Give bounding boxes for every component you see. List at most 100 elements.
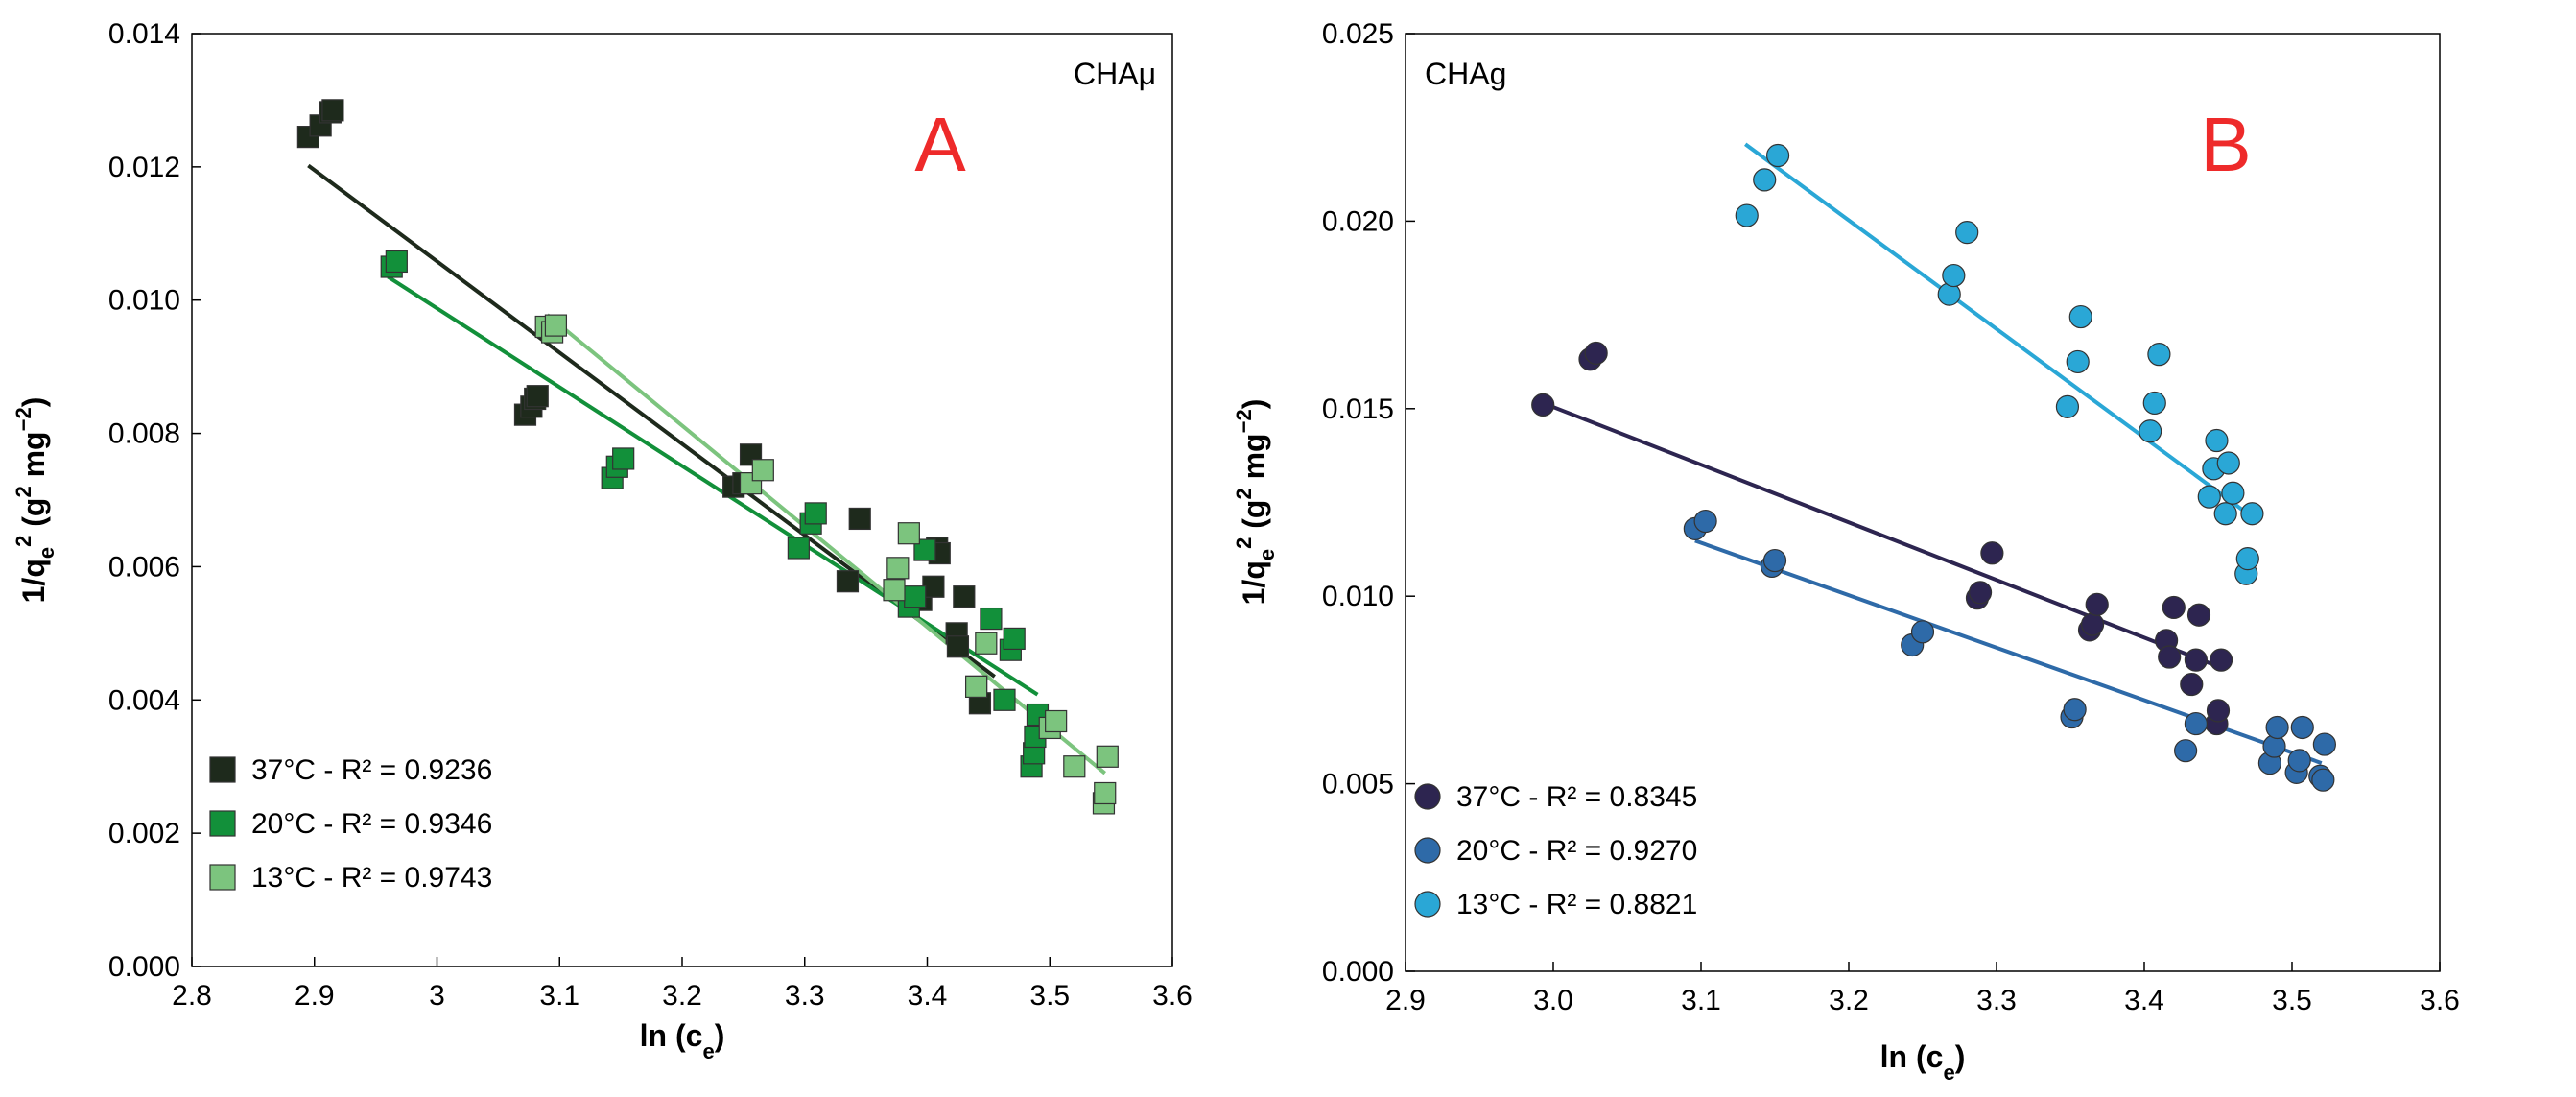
panel-name-b: CHAg	[1425, 57, 1506, 91]
data-point	[2197, 485, 2221, 509]
data-point	[526, 385, 549, 408]
data-point	[2063, 698, 2087, 722]
data-point	[2235, 547, 2259, 571]
legend-label: 20°C - R² = 0.9346	[251, 808, 492, 840]
legend-label: 13°C - R² = 0.9743	[251, 862, 492, 894]
fit-lines-b	[1542, 142, 2323, 765]
data-point	[2142, 391, 2166, 416]
x-tick-label: 3.6	[2420, 985, 2460, 1016]
y-tick-label: 0.020	[1322, 205, 1394, 237]
data-point	[2290, 715, 2314, 740]
data-point	[836, 570, 860, 593]
data-point	[904, 585, 927, 608]
data-point	[2184, 711, 2208, 736]
data-point	[980, 607, 1003, 631]
legend-label: 20°C - R² = 0.9270	[1456, 835, 1697, 867]
data-point	[2287, 749, 2311, 773]
data-points-a	[296, 99, 1119, 815]
x-tick-label: 3.2	[1829, 985, 1869, 1016]
data-point	[2213, 502, 2237, 526]
x-tick-label: 3.4	[908, 980, 948, 1012]
x-tick-labels-b: 2.9 3.0 3.1 3.2 3.3 3.4 3.5 3.6	[1385, 985, 2460, 1016]
data-point	[2216, 451, 2240, 475]
data-point	[385, 250, 408, 274]
data-point	[2186, 603, 2211, 627]
y-tick-label: 0.025	[1322, 18, 1394, 50]
data-point	[321, 99, 344, 122]
data-point	[913, 538, 936, 561]
data-point	[964, 675, 988, 699]
data-point	[1942, 263, 1966, 288]
y-tick-label: 0.010	[1322, 581, 1394, 612]
data-point	[2139, 419, 2162, 443]
y-tick-label: 0.005	[1322, 769, 1394, 800]
data-point	[2180, 672, 2204, 697]
legend-marker	[209, 756, 236, 783]
legend-marker	[1414, 783, 1441, 810]
data-point	[1063, 755, 1086, 778]
data-point	[2158, 645, 2182, 669]
data-point	[804, 502, 827, 525]
y-tick-label: 0.008	[108, 418, 180, 450]
data-point	[946, 635, 970, 658]
x-axis-label-a: ln (ce)	[640, 1018, 725, 1063]
data-point	[975, 632, 998, 655]
y-axis-label-a: 1/qe2 (g2 mg−2)	[12, 397, 59, 604]
data-point	[544, 314, 568, 337]
data-point	[1584, 341, 1608, 366]
data-point	[1096, 745, 1119, 768]
data-point	[1531, 393, 1555, 417]
data-point	[1045, 709, 1068, 733]
data-point	[1693, 509, 1717, 534]
panel-letter-a: A	[914, 102, 966, 187]
data-point	[2209, 648, 2233, 672]
chart-panel-a: 0.000 0.002 0.004 0.006 0.008 0.010 0.012 0.014…	[12, 18, 1193, 1063]
y-tick-labels-b: 0.000 0.005 0.010 0.015 0.020 0.025	[1322, 18, 1394, 988]
y-tick-labels-a: 0.000 0.002 0.004 0.006 0.008 0.010 0.012 0.014	[108, 18, 180, 983]
legend-marker	[1414, 837, 1441, 864]
x-tick-label: 3	[429, 980, 445, 1012]
y-tick-label: 0.002	[108, 818, 180, 849]
x-axis-label-b: ln (ce)	[1880, 1039, 1966, 1085]
data-point	[883, 579, 906, 602]
data-point	[1968, 581, 1993, 605]
data-point	[751, 459, 774, 482]
data-point	[2221, 481, 2245, 505]
y-tick-label: 0.006	[108, 551, 180, 583]
data-point	[2147, 343, 2171, 367]
data-point	[2055, 394, 2080, 418]
data-point	[2162, 595, 2186, 620]
data-point	[1955, 221, 1979, 245]
data-point	[2265, 715, 2289, 740]
data-point	[1735, 203, 1759, 227]
fit-line-series-1	[1542, 401, 2227, 672]
legend-marker	[209, 864, 236, 891]
y-tick-label: 0.012	[108, 152, 180, 183]
data-point	[2311, 768, 2335, 792]
fit-line-series-2	[387, 274, 1039, 697]
data-point	[2081, 612, 2105, 636]
x-tick-labels-a: 2.8 2.9 3 3.1 3.2 3.3 3.4 3.5 3.6	[172, 980, 1193, 1012]
legend-marker	[209, 810, 236, 837]
data-point	[2205, 428, 2229, 453]
x-tick-label: 3.6	[1152, 980, 1193, 1012]
data-point	[2206, 699, 2231, 723]
fit-line-series-3	[1744, 142, 2249, 515]
data-point	[1003, 627, 1026, 651]
x-tick-label: 3.5	[1029, 980, 1070, 1012]
data-point	[1980, 541, 2004, 565]
data-point	[2085, 592, 2109, 616]
plot-frame-b	[1405, 33, 2441, 972]
x-tick-label: 3.1	[539, 980, 579, 1012]
y-tick-label: 0.014	[108, 18, 180, 50]
data-point	[886, 557, 910, 580]
legend-a: 37°C - R² = 0.9236 20°C - R² = 0.9346 13°C…	[209, 754, 492, 894]
data-point	[848, 507, 871, 531]
data-point	[1765, 143, 1790, 168]
y-tick-label: 0.000	[1322, 956, 1394, 988]
data-point	[1094, 781, 1117, 805]
legend-label: 13°C - R² = 0.8821	[1456, 889, 1697, 920]
y-axis-label-b: 1/qe2 (g2 mg−2)	[1232, 399, 1279, 606]
data-point	[2066, 349, 2090, 374]
